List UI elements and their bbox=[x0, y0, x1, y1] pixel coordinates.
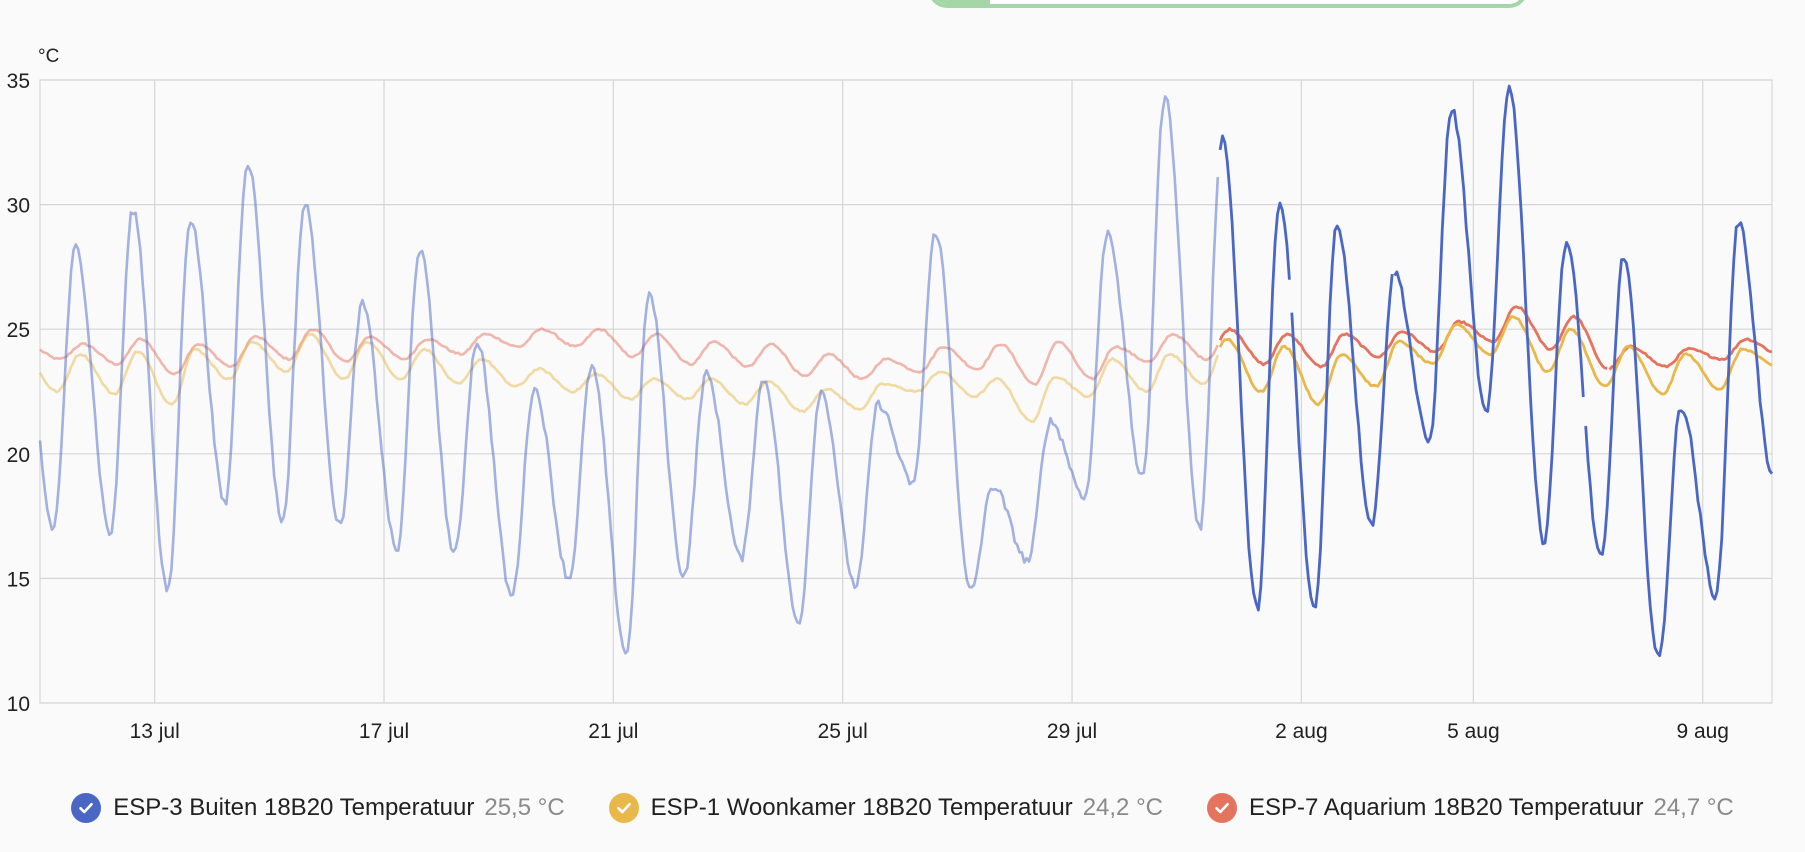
checkmark-icon bbox=[71, 793, 102, 823]
series-line-esp-7 bbox=[1218, 305, 1773, 371]
series-line-esp-1-history bbox=[38, 332, 1220, 423]
y-tick-label: 35 bbox=[7, 70, 30, 93]
y-tick-label: 25 bbox=[7, 319, 30, 342]
legend-series-name: ESP-7 Aquarium 18B20 Temperatuur bbox=[1249, 794, 1644, 821]
checkmark-icon bbox=[608, 793, 639, 823]
chart-legend: ESP-3 Buiten 18B20 Temperatuur 25,5 °C E… bbox=[0, 786, 1805, 830]
legend-series-value: 25,5 °C bbox=[484, 794, 565, 821]
checkmark-glyph bbox=[79, 802, 94, 814]
x-tick-label: 13 jul bbox=[130, 720, 180, 743]
checkmark-glyph bbox=[1215, 802, 1229, 814]
y-tick-label: 10 bbox=[7, 693, 30, 716]
legend-item-esp3[interactable]: ESP-3 Buiten 18B20 Temperatuur 25,5 °C bbox=[71, 793, 565, 823]
y-tick-label: 30 bbox=[7, 195, 30, 218]
legend-series-name: ESP-1 Woonkamer 18B20 Temperatuur bbox=[650, 794, 1073, 821]
legend-series-name: ESP-3 Buiten 18B20 Temperatuur bbox=[113, 794, 475, 821]
checkmark-icon bbox=[1207, 793, 1237, 823]
y-tick-label: 15 bbox=[7, 568, 30, 591]
y-unit-label: °C bbox=[38, 46, 59, 67]
legend-item-esp7[interactable]: ESP-7 Aquarium 18B20 Temperatuur 24,7 °C bbox=[1207, 793, 1734, 823]
x-tick-label: 17 jul bbox=[359, 720, 409, 743]
checkmark-glyph bbox=[616, 802, 631, 814]
legend-item-esp1[interactable]: ESP-1 Woonkamer 18B20 Temperatuur 24,2 °… bbox=[608, 793, 1163, 823]
series-line-esp-1 bbox=[1218, 315, 1773, 407]
x-tick-label: 5 aug bbox=[1447, 720, 1500, 743]
series-line-esp-3 bbox=[1218, 84, 1774, 658]
top-toggle-fill bbox=[932, 0, 990, 4]
series-line-esp-7-history bbox=[39, 327, 1219, 386]
x-tick-label: 2 aug bbox=[1275, 720, 1328, 743]
chart-series bbox=[38, 84, 1774, 658]
series-line-esp-3-history bbox=[38, 95, 1220, 655]
chart-axes: 10 15 20 25 30 35 13 jul 17 jul 21 jul 25 jul 29 j… bbox=[7, 46, 1729, 743]
x-tick-label: 21 jul bbox=[588, 720, 638, 743]
x-tick-label: 25 jul bbox=[818, 720, 868, 743]
legend-series-value: 24,2 °C bbox=[1082, 794, 1163, 821]
temperature-chart: 10 15 20 25 30 35 13 jul 17 jul 21 jul 25 jul 29 j… bbox=[7, 46, 1774, 743]
y-tick-label: 20 bbox=[7, 444, 30, 467]
legend-series-value: 24,7 °C bbox=[1653, 794, 1734, 821]
x-tick-label: 29 jul bbox=[1047, 720, 1097, 743]
x-tick-label: 9 aug bbox=[1676, 720, 1729, 743]
